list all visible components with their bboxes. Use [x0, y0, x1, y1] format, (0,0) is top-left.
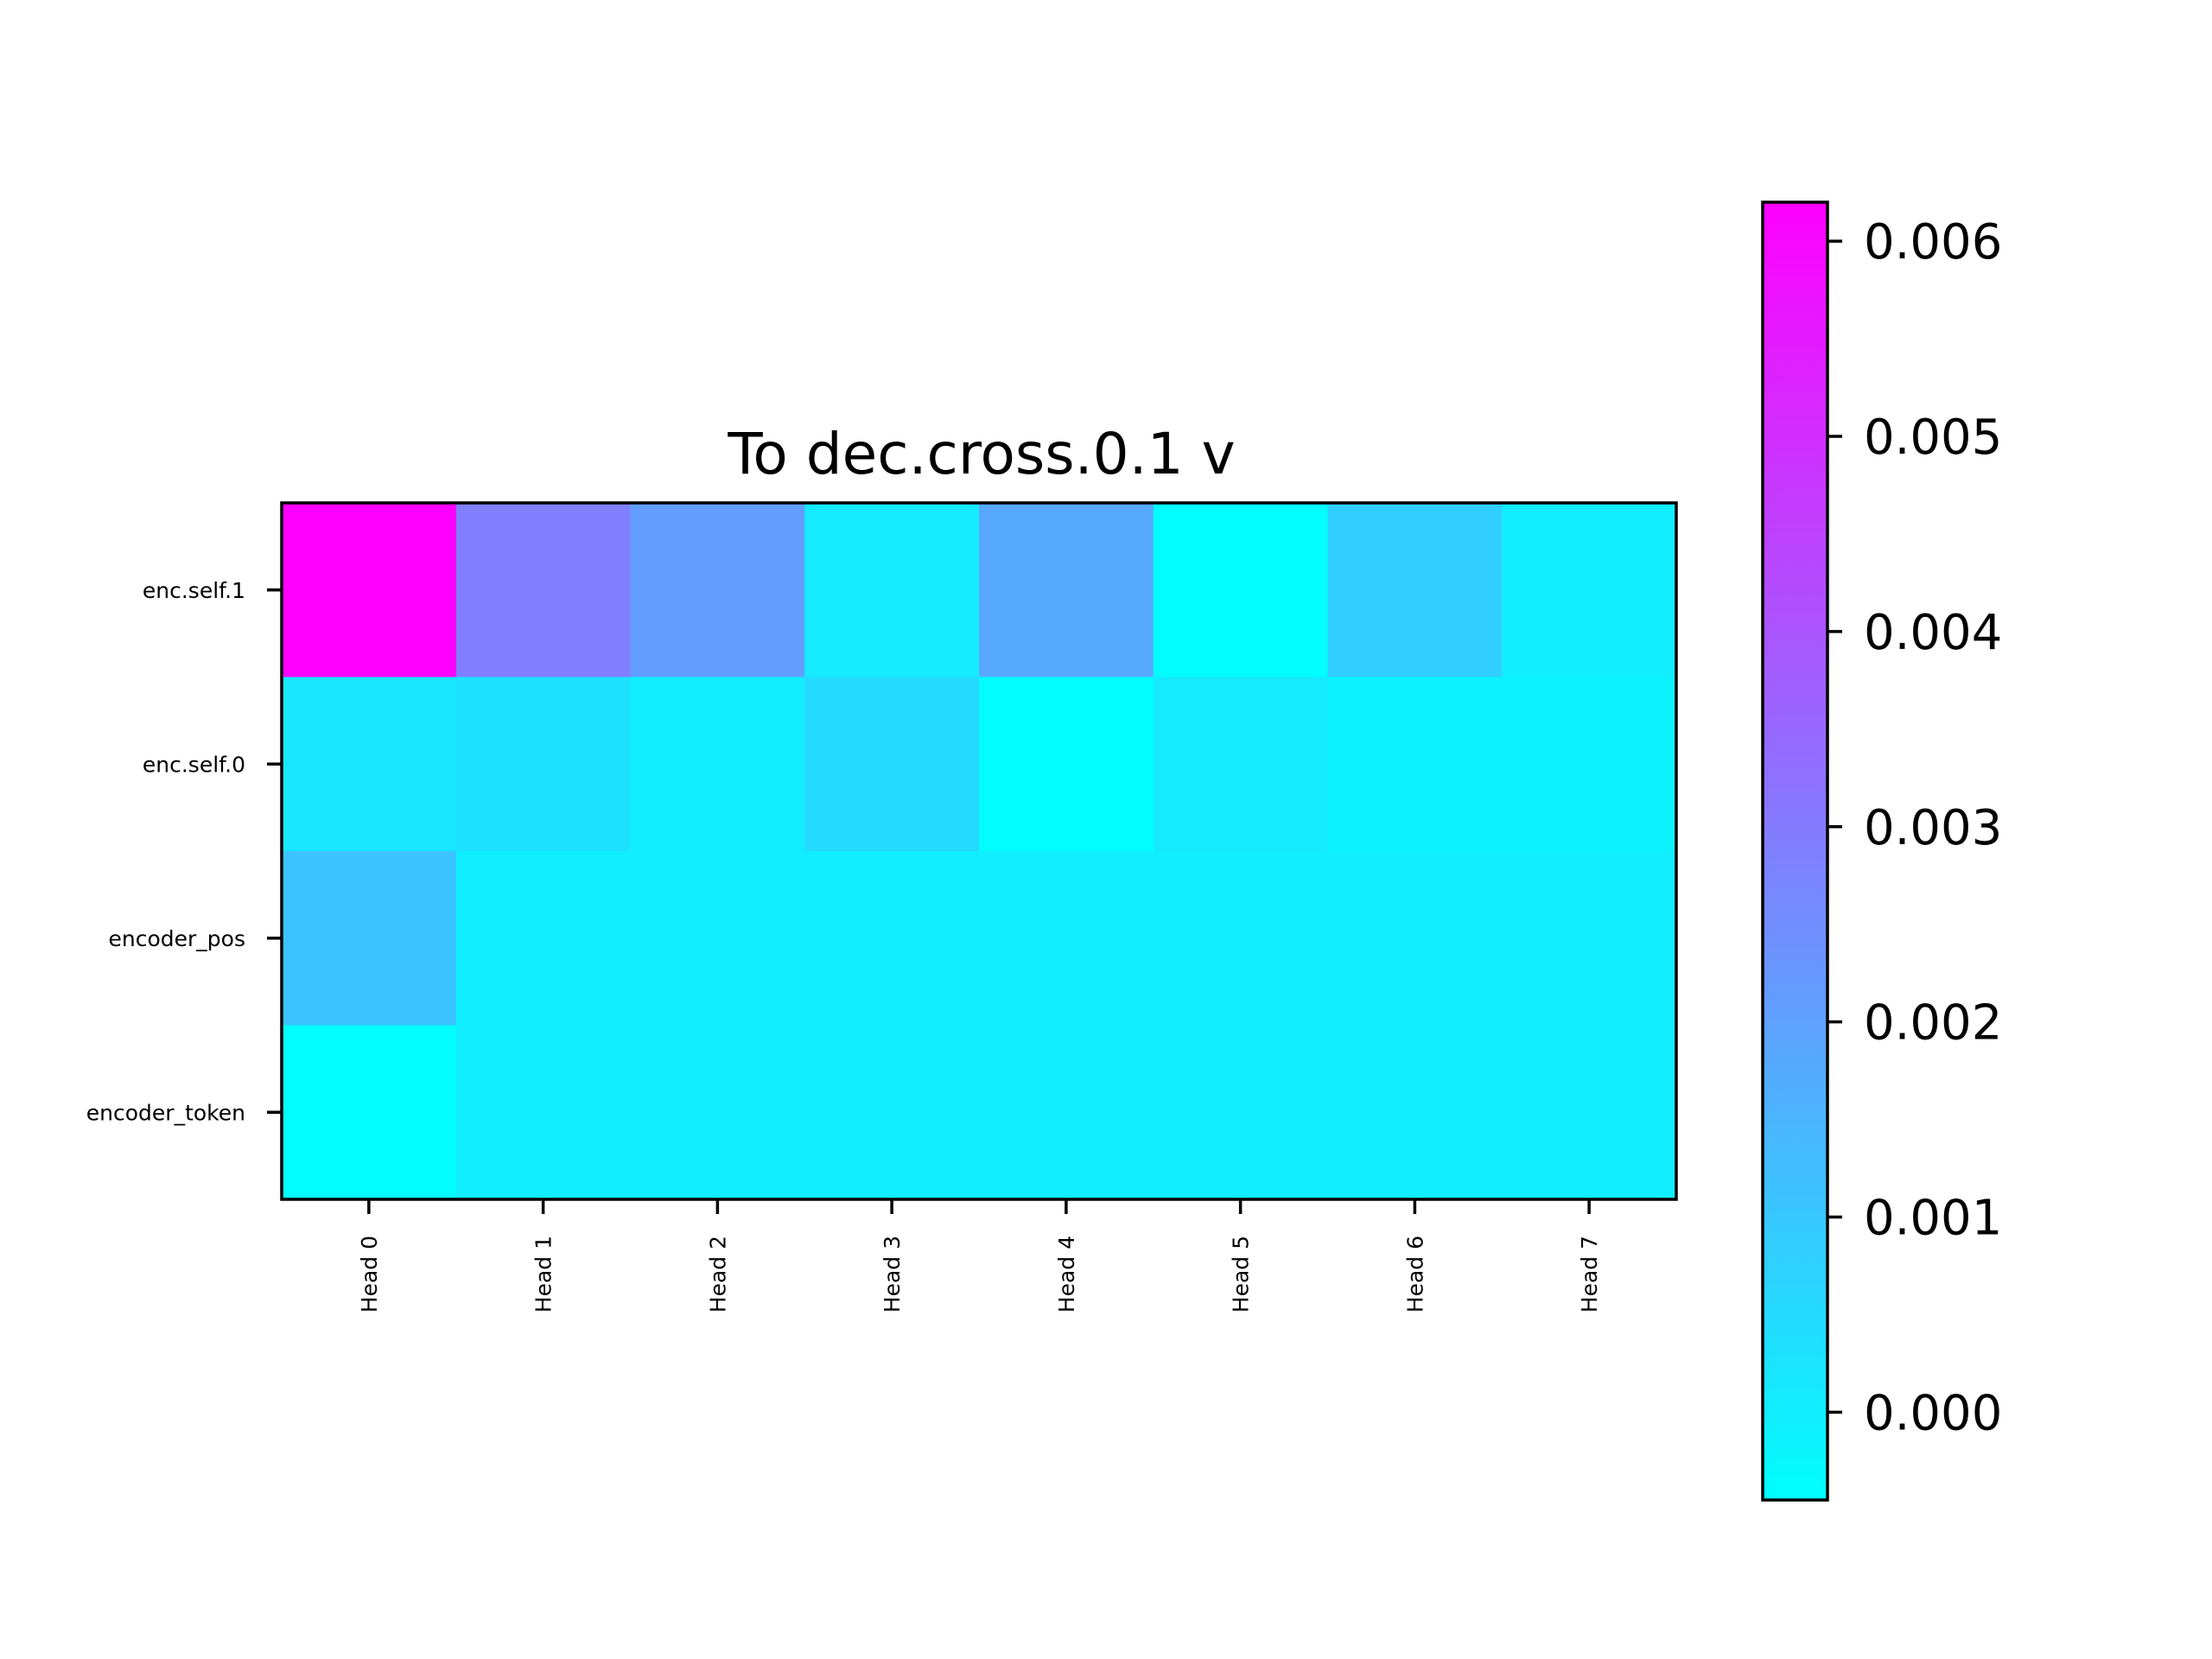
x-axis: Head 0 Head 1 Head 2 Head 3 Head 4 Head 5 Head…	[357, 1199, 1602, 1313]
x-tick-label: Head 3	[880, 1236, 905, 1313]
heatmap-cell	[979, 503, 1154, 678]
colorbar-tick-label: 0.006	[1864, 214, 2002, 270]
heatmap-cell	[455, 1025, 632, 1200]
x-tick-label: Head 0	[357, 1236, 382, 1313]
heatmap-cell	[455, 503, 632, 678]
heatmap-cell	[1153, 1025, 1329, 1200]
colorbar-tick-label: 0.001	[1864, 1190, 2002, 1246]
x-tick-label: Head 1	[531, 1236, 556, 1313]
heatmap-frame	[280, 501, 1678, 1201]
heatmap-cell	[1327, 677, 1503, 852]
heatmap-cell	[1327, 503, 1503, 678]
colorbar-ticks: 0.000 0.001 0.002 0.003 0.004 0.005 0.006	[1827, 214, 2002, 1441]
heatmap-cell	[282, 677, 457, 852]
heatmap-cell	[804, 677, 980, 852]
heatmap-cell	[1327, 1025, 1503, 1200]
heatmap-cell	[979, 851, 1154, 1027]
colorbar-frame	[1761, 200, 1829, 1502]
heatmap-cell	[979, 1025, 1154, 1200]
heatmap-cell	[1502, 1025, 1677, 1200]
heatmap-cell	[804, 851, 980, 1027]
chart-title: To dec.cross.0.1 v	[727, 421, 1235, 487]
y-axis: enc.self.1 enc.self.0 encoder_pos encoder_t…	[86, 578, 282, 1125]
colorbar-tick-label: 0.005	[1864, 410, 2002, 466]
colorbar-tick-label: 0.003	[1864, 800, 2002, 856]
heatmap-cell	[804, 1025, 980, 1200]
heatmap-cell	[282, 503, 457, 678]
colorbar-tick-label: 0.002	[1864, 995, 2002, 1052]
x-tick-label: Head 7	[1577, 1236, 1602, 1313]
heatmap-cell	[455, 677, 632, 852]
heatmap-cell	[630, 851, 805, 1027]
heatmap-cell	[630, 677, 805, 852]
heatmap-cell	[979, 677, 1154, 852]
heatmap-cell	[1502, 851, 1677, 1027]
heatmap-cell	[1502, 677, 1677, 852]
heatmap-cell	[1327, 851, 1503, 1027]
colorbar-gradient	[1763, 202, 1827, 1500]
y-tick-label: encoder_token	[86, 1100, 245, 1125]
x-tick-label: Head 6	[1402, 1236, 1427, 1313]
heatmap-cell	[1502, 503, 1677, 678]
heatmap-cell	[1153, 851, 1329, 1027]
y-tick-label: enc.self.0	[143, 752, 245, 777]
x-tick-label: Head 2	[705, 1236, 730, 1313]
colorbar-tick-label: 0.000	[1864, 1385, 2002, 1441]
heatmap-cell	[455, 851, 632, 1027]
heatmap-cell	[630, 503, 805, 678]
colorbar-tick-label: 0.004	[1864, 605, 2002, 661]
heatmap-cell	[282, 851, 457, 1027]
heatmap-cell	[804, 503, 980, 678]
y-tick-label: enc.self.1	[143, 578, 245, 603]
heatmap-cell	[630, 1025, 805, 1200]
heatmap-cell	[282, 1025, 457, 1200]
heatmap-cells	[282, 503, 1677, 1200]
x-tick-label: Head 4	[1054, 1236, 1079, 1313]
y-tick-label: encoder_pos	[109, 926, 245, 951]
heatmap-cell	[1153, 677, 1329, 852]
x-tick-label: Head 5	[1229, 1236, 1254, 1313]
heatmap-cell	[1153, 503, 1329, 678]
